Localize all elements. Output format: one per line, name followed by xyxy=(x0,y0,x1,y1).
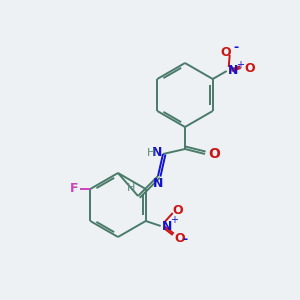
Text: -: - xyxy=(183,233,188,247)
Text: H: H xyxy=(127,183,135,193)
Text: O: O xyxy=(173,205,183,218)
Text: N: N xyxy=(152,146,162,160)
Text: N: N xyxy=(228,64,238,77)
Text: N: N xyxy=(153,177,163,190)
Text: O: O xyxy=(175,232,185,244)
Text: N: N xyxy=(162,220,172,232)
Text: O: O xyxy=(220,46,231,59)
Text: -: - xyxy=(234,41,239,55)
Text: +: + xyxy=(170,215,178,225)
Text: O: O xyxy=(208,147,220,161)
Text: O: O xyxy=(245,61,255,74)
Text: F: F xyxy=(70,182,78,196)
Text: H: H xyxy=(147,148,155,158)
Text: +: + xyxy=(236,60,244,70)
